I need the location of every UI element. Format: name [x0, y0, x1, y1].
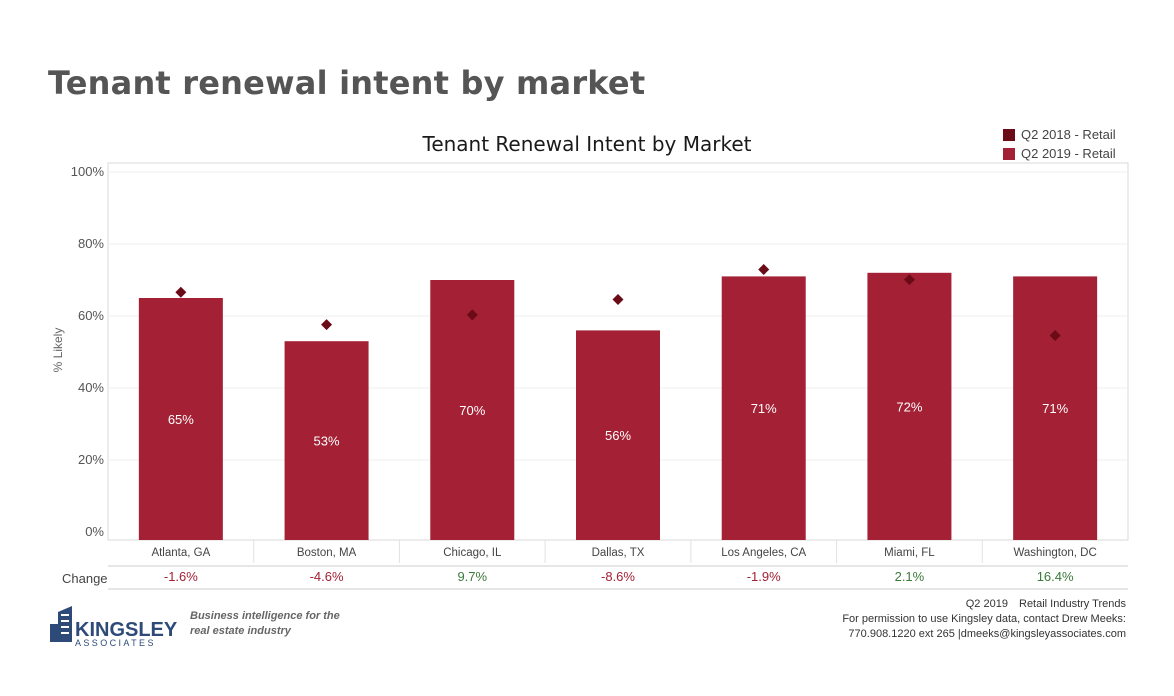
change-value: -4.6%	[309, 569, 344, 584]
change-value: -1.6%	[163, 569, 198, 584]
legend-item-q2-2018[interactable]: Q2 2018 - Retail	[1003, 125, 1116, 144]
x-tick-label: Atlanta, GA	[151, 547, 210, 559]
footer-report: Retail Industry Trends	[1019, 598, 1126, 610]
diamond-marker	[903, 274, 915, 286]
change-value: 16.4%	[1036, 569, 1074, 584]
bar	[1013, 276, 1098, 540]
x-tick-label: Boston, MA	[297, 547, 357, 559]
y-tick-label: 60%	[78, 308, 104, 323]
x-tick-label: Los Angeles, CA	[721, 547, 806, 559]
change-value: -1.9%	[746, 569, 781, 584]
chart-legend: Q2 2018 - Retail Q2 2019 - Retail	[1003, 125, 1116, 163]
footer-contact[interactable]: 770.908.1220 ext 265 |dmeeks@kingsleyass…	[848, 628, 1126, 640]
diamond-marker	[1049, 329, 1061, 341]
legend-label-q2-2018: Q2 2018 - Retail	[1021, 127, 1116, 142]
footer-brand: KINGSLEY ASSOCIATES Business intelligenc…	[50, 602, 350, 646]
legend-item-q2-2019[interactable]: Q2 2019 - Retail	[1003, 144, 1116, 163]
y-tick-label: 0%	[85, 524, 104, 539]
x-tick-label: Chicago, IL	[443, 547, 502, 559]
bar	[284, 341, 369, 540]
kingsley-logo: KINGSLEY ASSOCIATES	[50, 606, 178, 646]
y-tick-label: 20%	[78, 452, 104, 467]
diamond-marker	[175, 286, 187, 298]
footer-period: Q2 2019	[965, 598, 1008, 610]
brand-tagline: Business intelligence for the real estat…	[190, 609, 350, 639]
chart-title: Tenant Renewal Intent by Market	[422, 132, 752, 156]
bar	[867, 272, 952, 540]
diamond-marker	[758, 264, 770, 276]
bar	[721, 276, 806, 540]
bar-data-label: 71%	[1042, 401, 1068, 416]
diamond-marker	[612, 293, 624, 305]
bar	[430, 280, 515, 540]
change-value: 2.1%	[894, 569, 925, 584]
tagline-line-2: real estate industry	[190, 625, 291, 637]
y-tick-label: 100%	[71, 164, 105, 179]
page-title: Tenant renewal intent by market	[48, 64, 646, 102]
bar-data-label: 70%	[459, 403, 485, 418]
bar-data-label: 53%	[314, 434, 340, 449]
bar-data-label: 72%	[896, 399, 922, 414]
y-tick-label: 40%	[78, 380, 104, 395]
bar	[138, 298, 223, 540]
y-tick-label: 80%	[78, 236, 104, 251]
brand-sub: ASSOCIATES	[75, 638, 156, 646]
brand-name: KINGSLEY	[75, 619, 178, 641]
x-tick-label: Dallas, TX	[592, 547, 645, 559]
diamond-marker	[321, 319, 333, 331]
legend-label-q2-2019: Q2 2019 - Retail	[1021, 146, 1116, 161]
bar	[576, 330, 660, 540]
bar-data-label: 56%	[605, 428, 631, 443]
diamond-marker	[466, 309, 478, 321]
change-value: -8.6%	[601, 569, 635, 584]
change-value: 9.7%	[457, 569, 488, 584]
footer-info: Q2 2019 Retail Industry Trends For permi…	[842, 597, 1126, 642]
change-row-label: Change	[62, 571, 108, 586]
bar-data-label: 71%	[751, 401, 777, 416]
legend-swatch-q2-2019	[1003, 147, 1015, 160]
building-logo-icon	[50, 606, 72, 642]
footer-permission: For permission to use Kingsley data, con…	[842, 613, 1126, 625]
bar-data-label: 65%	[168, 412, 194, 427]
legend-swatch-q2-2018	[1003, 128, 1015, 141]
tagline-line-1: Business intelligence for the	[190, 610, 340, 622]
x-tick-label: Miami, FL	[884, 547, 935, 559]
x-tick-label: Washington, DC	[1013, 547, 1096, 559]
